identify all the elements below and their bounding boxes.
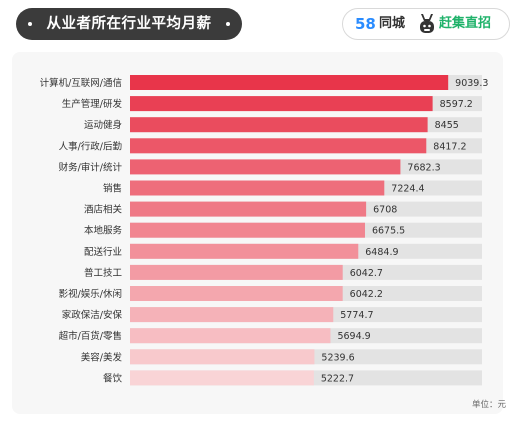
value-label: 5222.7 [321, 373, 354, 384]
category-label: 人事/行政/后勤 [59, 140, 122, 152]
brand-58-text: 58 [355, 15, 376, 33]
bars-group: 计算机/互联网/通信 9039.3 生产管理/研发 8597.2 运动健身 8455 人事/… [40, 75, 488, 386]
donkey-head-icon [420, 14, 434, 33]
bar [130, 286, 343, 301]
brand-tongcheng: 同城 [379, 16, 406, 31]
value-label: 6042.7 [350, 268, 383, 279]
title-banner: 从业者所在行业平均月薪资 [16, 8, 242, 64]
brand-58: 58 [355, 9, 376, 39]
bar [130, 96, 433, 112]
category-label: 运动健身 [84, 119, 122, 131]
bar [130, 264, 343, 280]
category-label: 计算机/互联网/通信 [40, 77, 122, 89]
category-label: 销售 [103, 183, 122, 195]
bar [130, 222, 365, 238]
value-label: 8455 [435, 120, 459, 131]
value-label: 6484.9 [365, 247, 398, 258]
page-title: 从业者所在行业平均月薪资 [46, 16, 212, 64]
value-label: 7224.4 [391, 184, 424, 195]
bar-chart: 计算机/互联网/通信 9039.3 生产管理/研发 8597.2 运动健身 8455 人事/… [40, 75, 488, 386]
value-label: 5774.7 [340, 310, 373, 321]
right-dot-icon [226, 22, 230, 26]
value-label: 6708 [373, 205, 397, 216]
category-label: 超市/百货/零售 [59, 330, 122, 342]
category-label: 餐饮 [103, 372, 123, 384]
value-label: 6675.5 [372, 226, 405, 237]
bar [130, 180, 385, 196]
category-label: 配送行业 [84, 246, 122, 258]
bar [130, 243, 359, 259]
value-label: 8597.2 [440, 99, 473, 110]
value-label: 5694.9 [337, 331, 370, 342]
left-dot-icon [28, 22, 32, 26]
category-label: 影视/娱乐/休闲 [59, 288, 122, 300]
category-label: 财务/审计/统计 [59, 161, 123, 173]
value-label: 9039.3 [455, 78, 488, 89]
value-label: 6042.2 [350, 289, 383, 300]
bar [130, 117, 428, 133]
bar [130, 75, 449, 90]
value-label: 7682.3 [407, 162, 440, 173]
category-label: 家政保洁/安保 [62, 309, 123, 321]
brand-ganji: 赶集直招 [439, 16, 492, 31]
bar [130, 328, 331, 344]
bar [130, 138, 427, 154]
bar [130, 349, 315, 365]
unit-label: 单位：元 [471, 400, 506, 410]
bar [130, 159, 401, 175]
category-label: 普工技工 [84, 267, 123, 279]
bar [130, 370, 314, 386]
category-label: 本地服务 [84, 225, 123, 237]
chart-card: 计算机/互联网/通信 9039.3 生产管理/研发 8597.2 运动健身 8455 人事/… [12, 52, 503, 414]
bar [130, 307, 334, 323]
bar [130, 201, 367, 217]
category-label: 酒店相关 [84, 204, 123, 216]
brand-logo-box: 58 同城 赶集直招 [342, 8, 510, 40]
value-label: 5239.6 [321, 352, 354, 363]
category-label: 美容/美发 [81, 351, 123, 363]
category-label: 生产管理/研发 [62, 98, 123, 110]
value-label: 8417.2 [433, 141, 466, 152]
